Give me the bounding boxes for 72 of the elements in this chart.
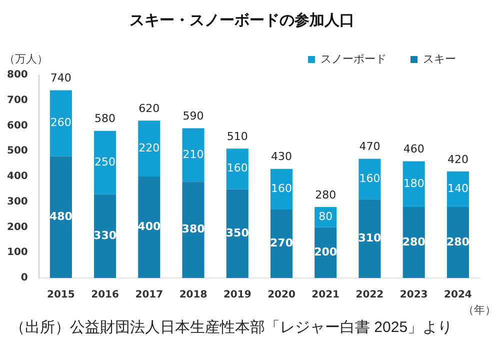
bar (94, 130, 116, 194)
data-label: 280 (402, 235, 426, 248)
data-label: 160 (226, 162, 248, 175)
total-label: 280 (315, 188, 336, 202)
total-label: 580 (94, 112, 116, 126)
bar (270, 168, 293, 210)
total-label: 430 (270, 150, 292, 164)
data-label: 250 (94, 155, 116, 168)
x-tick-label: 2019 (223, 290, 252, 301)
data-label: 330 (94, 228, 117, 242)
bar (358, 199, 381, 278)
data-label: 140 (447, 182, 468, 196)
y-tick-label: 600 (7, 120, 28, 132)
x-tick-label: 2015 (47, 290, 75, 301)
data-label: 160 (270, 182, 292, 196)
bar (402, 161, 425, 207)
data-label: 160 (359, 172, 380, 185)
y-tick-label: 100 (7, 247, 28, 258)
total-label: 420 (447, 152, 468, 166)
bar (50, 156, 72, 278)
x-tick-label: 2020 (268, 290, 296, 301)
y-tick-label: 200 (7, 222, 28, 233)
data-label: 380 (182, 222, 206, 236)
bar (50, 90, 72, 156)
y-axis-title: （万人） (4, 52, 48, 66)
total-label: 620 (138, 102, 160, 116)
data-label: 210 (182, 148, 204, 161)
data-label: 270 (270, 236, 294, 250)
y-tick-label: 300 (7, 196, 28, 208)
data-label: 180 (403, 176, 424, 190)
text: （出所）公益財団法人日本生産性本部「レジャー白書 2025」より (10, 318, 454, 337)
x-tick-label: 2017 (135, 290, 164, 301)
total-label: 460 (403, 142, 424, 156)
bar (94, 194, 116, 278)
y-tick-label: 500 (7, 146, 28, 157)
x-tick-label: 2018 (179, 290, 208, 301)
legend-label: スキー (423, 52, 456, 66)
y-tick-label: 0 (20, 272, 28, 284)
bar (270, 209, 293, 278)
bar (446, 171, 469, 207)
total-label: 510 (226, 130, 248, 143)
legend-label: スノーボード (320, 52, 386, 66)
x-tick-label: 2022 (356, 290, 384, 301)
bar (138, 120, 160, 176)
total-label: 740 (50, 72, 72, 85)
bar (402, 206, 425, 278)
bar (358, 158, 381, 200)
total-label: 470 (359, 140, 380, 154)
bar (182, 128, 204, 182)
y-tick-label: 400 (7, 171, 28, 182)
data-label: 310 (358, 232, 382, 245)
bar (182, 182, 204, 278)
x-tick-label: 2024 (444, 290, 472, 301)
data-label: 220 (138, 141, 160, 154)
x-tick-label: 2021 (312, 290, 340, 301)
x-axis-title: （年） (463, 303, 496, 316)
x-tick-label: 2016 (91, 290, 119, 301)
bar (226, 189, 248, 278)
y-tick-label: 700 (7, 94, 28, 106)
total-label: 590 (182, 110, 204, 123)
data-label: 200 (314, 245, 338, 258)
x-tick-label: 2023 (400, 290, 428, 301)
bar (446, 206, 469, 278)
chart-title: スキー・スノーボードの参加人口 (130, 10, 354, 29)
data-label: 260 (50, 116, 72, 130)
bar (226, 148, 248, 190)
data-label: 480 (49, 210, 73, 223)
bar (138, 176, 160, 278)
data-label: 280 (446, 235, 470, 248)
y-tick-label: 800 (7, 70, 28, 81)
data-label: 350 (226, 226, 250, 240)
data-label: 80 (318, 210, 333, 223)
